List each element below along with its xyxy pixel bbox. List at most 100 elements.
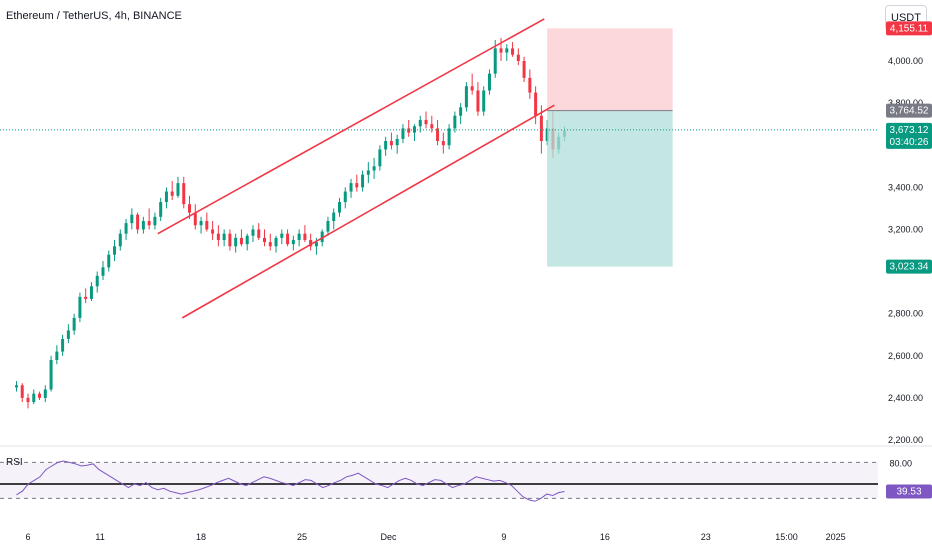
price-label: 3,023.34 bbox=[890, 262, 929, 273]
candle bbox=[499, 48, 503, 53]
candle bbox=[222, 233, 226, 240]
channel-lower-line[interactable] bbox=[181, 104, 555, 319]
candle bbox=[395, 138, 399, 146]
candle bbox=[430, 124, 434, 129]
candle bbox=[361, 174, 365, 188]
countdown-label: 03:40:26 bbox=[890, 137, 929, 148]
candle bbox=[49, 359, 53, 390]
candle bbox=[20, 385, 24, 398]
time-axis-tick: 18 bbox=[196, 532, 206, 542]
channel-upper-line[interactable] bbox=[157, 18, 545, 235]
candle bbox=[337, 202, 341, 213]
candle bbox=[176, 183, 180, 196]
candle bbox=[89, 286, 93, 299]
candle bbox=[43, 389, 47, 398]
candle bbox=[159, 202, 163, 217]
candle bbox=[297, 233, 301, 240]
stop-loss-zone[interactable] bbox=[547, 28, 673, 111]
candle bbox=[493, 48, 497, 74]
candle bbox=[95, 275, 99, 287]
time-axis-tick: 11 bbox=[95, 532, 104, 542]
price-label: 4,155.11 bbox=[890, 23, 929, 34]
candle bbox=[511, 48, 515, 55]
candle bbox=[263, 237, 267, 243]
candle bbox=[418, 119, 422, 127]
price-axis-tick: 3,400.00 bbox=[888, 182, 923, 192]
candle bbox=[332, 212, 336, 222]
candle bbox=[505, 48, 509, 53]
candle bbox=[482, 90, 486, 112]
candle bbox=[72, 317, 76, 331]
candle bbox=[113, 246, 117, 255]
candle bbox=[38, 393, 42, 398]
candle bbox=[193, 212, 197, 226]
candle bbox=[234, 237, 238, 247]
candle bbox=[170, 191, 174, 196]
candle bbox=[441, 141, 445, 146]
rsi-level-80: 80.00 bbox=[889, 458, 912, 468]
price-axis-tick: 2,200.00 bbox=[888, 435, 923, 445]
chart-title: Ethereum / TetherUS, 4h, BINANCE bbox=[6, 10, 182, 22]
rsi-label: RSI bbox=[6, 457, 23, 468]
rsi-line bbox=[16, 460, 565, 502]
candle bbox=[343, 191, 347, 203]
candle bbox=[522, 61, 526, 78]
candle bbox=[274, 237, 278, 247]
candle bbox=[188, 204, 192, 213]
candle bbox=[389, 141, 393, 146]
candle bbox=[326, 221, 330, 232]
candle bbox=[147, 221, 151, 226]
rsi-value-badge bbox=[886, 484, 932, 499]
candle bbox=[314, 242, 318, 247]
candle bbox=[280, 233, 284, 238]
candle bbox=[291, 239, 295, 245]
candle bbox=[61, 338, 65, 352]
price-axis-tick: 4,000.00 bbox=[888, 56, 923, 66]
candle bbox=[459, 107, 463, 116]
price-axis-tick: 3,800.00 bbox=[888, 98, 923, 108]
rsi-value: 39.53 bbox=[896, 487, 921, 498]
candle bbox=[528, 77, 532, 93]
candle bbox=[228, 233, 232, 247]
time-axis-tick: 9 bbox=[501, 532, 506, 542]
candle bbox=[55, 351, 59, 360]
candle bbox=[211, 229, 215, 234]
candle bbox=[124, 223, 128, 234]
candle bbox=[355, 183, 359, 188]
time-axis-tick: 25 bbox=[297, 532, 307, 542]
candle bbox=[516, 54, 520, 61]
candle bbox=[378, 149, 382, 167]
candle bbox=[384, 141, 388, 150]
candle bbox=[453, 115, 457, 129]
candle bbox=[216, 233, 220, 240]
candle bbox=[286, 233, 290, 245]
candle bbox=[26, 397, 30, 403]
candle bbox=[153, 216, 157, 226]
price-label-badge bbox=[886, 21, 932, 36]
price-label-badge bbox=[886, 122, 932, 149]
candle bbox=[309, 239, 313, 247]
candle bbox=[476, 90, 480, 112]
time-axis-tick: 16 bbox=[600, 532, 610, 542]
candle bbox=[141, 221, 145, 230]
price-label: 3,673.12 bbox=[890, 125, 929, 136]
candle bbox=[78, 296, 82, 318]
time-axis-tick: Dec bbox=[381, 532, 398, 542]
price-label-badge bbox=[886, 103, 932, 118]
price-label-badge bbox=[886, 259, 932, 274]
price-axis-tick: 3,200.00 bbox=[888, 224, 923, 234]
candle bbox=[401, 128, 405, 139]
candle bbox=[205, 221, 209, 230]
candle bbox=[251, 229, 255, 236]
candle bbox=[424, 119, 428, 125]
candle bbox=[320, 231, 324, 243]
candle bbox=[366, 170, 370, 175]
take-profit-zone[interactable] bbox=[547, 110, 673, 267]
candle bbox=[372, 166, 376, 171]
candle bbox=[447, 128, 451, 146]
candle bbox=[349, 183, 353, 192]
candle bbox=[66, 330, 70, 339]
candle bbox=[32, 393, 36, 403]
candle bbox=[101, 267, 105, 276]
